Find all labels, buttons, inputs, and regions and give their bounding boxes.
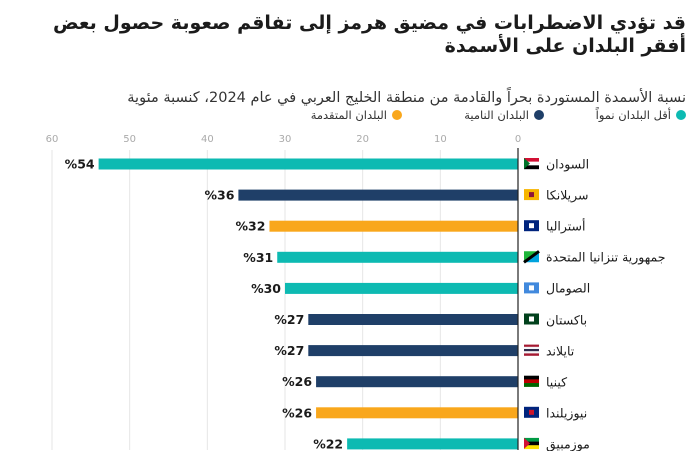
bar [347, 438, 518, 450]
data-label: %31 [243, 250, 273, 265]
kenya-flag-icon [524, 375, 539, 387]
tanzania-flag-icon [523, 250, 540, 264]
category-label: نيوزيلندا [546, 405, 588, 421]
legend-item-least-developed: أقل البلدان نمواً [544, 108, 686, 122]
x-tick-label: 0 [515, 134, 521, 145]
somalia-flag-icon [524, 282, 539, 294]
bar [308, 314, 518, 325]
data-label: %27 [274, 343, 304, 358]
legend-label: أقل البلدان نمواً [595, 108, 671, 122]
data-label: %54 [65, 157, 95, 172]
data-label: %26 [282, 374, 312, 389]
mozambique-flag-icon [524, 437, 539, 450]
data-label: %30 [251, 281, 281, 296]
bar [277, 251, 518, 263]
bar [316, 376, 518, 388]
legend: أقل البلدان نمواً البلدان النامية البلدا… [260, 108, 686, 122]
data-label: %32 [236, 219, 266, 234]
legend-dot-icon [676, 110, 686, 120]
category-label: كينيا [546, 374, 568, 390]
data-label: %26 [282, 405, 312, 420]
bar [269, 220, 518, 232]
legend-label: البلدان المتقدمة [310, 108, 387, 122]
category-label: السودان [546, 156, 590, 172]
sudan-flag-icon [524, 158, 539, 170]
category-label: أستراليا [546, 218, 586, 234]
category-label: باكستان [546, 312, 588, 327]
x-tick-label: 30 [279, 134, 292, 145]
x-tick-label: 50 [123, 134, 136, 145]
bar [285, 282, 518, 294]
bar [98, 158, 518, 170]
thailand-flag-icon [524, 344, 539, 356]
sri-lanka-flag-icon [524, 189, 539, 201]
bar [308, 345, 518, 357]
legend-dot-icon [392, 110, 402, 120]
australia-flag-icon [524, 220, 539, 232]
legend-item-developed: البلدان المتقدمة [260, 108, 402, 122]
data-label: %36 [204, 188, 234, 203]
chart-title: قد تؤدي الاضطرابات في مضيق هرمز إلى تفاق… [52, 12, 686, 57]
data-label: %27 [274, 312, 304, 327]
category-label: الصومال [546, 280, 591, 296]
x-tick-label: 60 [46, 134, 59, 145]
bar [238, 189, 518, 201]
data-label: %22 [313, 436, 343, 450]
x-tick-label: 20 [356, 134, 369, 145]
x-tick-label: 40 [201, 134, 214, 145]
category-label: تايلاند [546, 343, 575, 359]
pakistan-flag-icon [524, 313, 539, 325]
category-label: موزمبيق [546, 436, 590, 451]
new-zealand-flag-icon [524, 406, 539, 418]
legend-dot-icon [534, 110, 544, 120]
x-tick-label: 10 [434, 134, 447, 145]
category-label: سريلانكا [546, 187, 589, 203]
legend-label: البلدان النامية [464, 108, 529, 122]
category-label: جمهورية تنزانيا المتحدة [546, 249, 666, 265]
chart-subtitle: نسبة الأسمدة المستوردة بحراً والقادمة من… [127, 90, 686, 106]
legend-item-developing: البلدان النامية [402, 108, 544, 122]
bar [316, 407, 518, 419]
